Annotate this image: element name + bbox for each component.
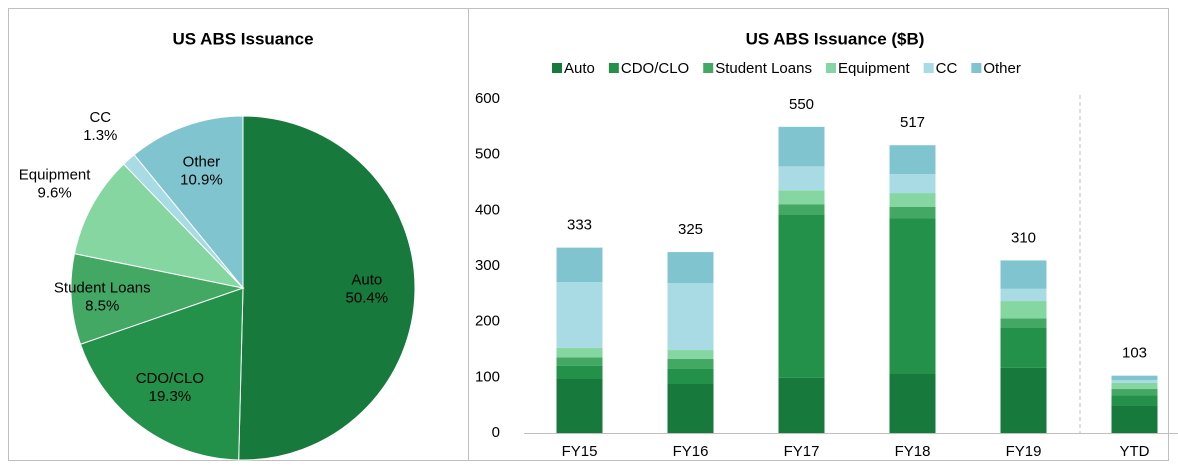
bar-segment — [556, 247, 603, 283]
legend-label: Auto — [564, 60, 595, 77]
y-tick-label: 100 — [475, 368, 500, 385]
bar-segment — [889, 193, 936, 207]
bar-segment — [778, 377, 825, 433]
pie-slice — [73, 163, 245, 289]
x-tick-label: FY17 — [784, 443, 820, 460]
pie-slice — [79, 287, 244, 461]
slice-value: 1.3% — [83, 127, 117, 144]
y-tick-label: 0 — [492, 424, 500, 441]
bar-segment — [778, 214, 825, 378]
bar-segment — [667, 384, 714, 433]
bar-segment — [667, 283, 714, 351]
bar-segment — [1111, 375, 1158, 381]
y-tick-label: 200 — [475, 313, 500, 330]
slice-label: CC — [89, 109, 111, 126]
bar-segment — [667, 358, 714, 369]
bar-segment — [1000, 288, 1047, 302]
slice-label: Equipment — [19, 166, 92, 183]
x-tick-label: FY18 — [895, 443, 931, 460]
legend-swatch — [552, 63, 562, 73]
frame — [8, 8, 1169, 461]
legend-swatch — [923, 63, 934, 73]
total-label: 325 — [678, 221, 703, 238]
bar-segment — [1111, 382, 1158, 390]
bar-segment — [667, 350, 714, 359]
bar-segment — [1111, 380, 1158, 383]
x-tick-label: YTD — [1120, 443, 1150, 460]
bar-segment — [1111, 405, 1158, 433]
legend-swatch — [971, 63, 982, 73]
bar-segment — [556, 365, 603, 380]
slice-value: 10.9% — [180, 171, 223, 188]
legend-label: Equipment — [838, 60, 911, 77]
total-label: 550 — [789, 96, 814, 113]
slice-label: Other — [183, 153, 221, 170]
bar-segment — [889, 218, 936, 374]
slice-value: 50.4% — [346, 290, 389, 307]
bar-segment — [778, 126, 825, 167]
bar-segment — [667, 368, 714, 385]
bar-segment — [556, 347, 603, 358]
bar-segment — [556, 379, 603, 433]
slice-label: Auto — [351, 272, 382, 289]
bar-segment — [1000, 318, 1047, 328]
slice-label: CDO/CLO — [136, 370, 204, 387]
bar-segment — [889, 206, 936, 219]
legend-swatch — [608, 63, 619, 73]
legend-label: Other — [983, 60, 1021, 77]
bar-segment — [1000, 367, 1047, 433]
y-tick-label: 600 — [475, 90, 500, 107]
bar-title: US ABS Issuance ($B) — [746, 29, 925, 48]
y-tick-label: 500 — [475, 146, 500, 163]
slice-label: Student Loans — [54, 279, 151, 296]
bar-segment — [1111, 395, 1158, 406]
legend-label: Student Loans — [715, 60, 812, 77]
bar-segment — [889, 145, 936, 175]
pie-slice — [70, 253, 245, 345]
total-label: 517 — [900, 114, 925, 131]
bar-segment — [667, 252, 714, 284]
y-tick-label: 300 — [475, 257, 500, 274]
legend-swatch — [825, 63, 836, 73]
x-tick-label: FY16 — [673, 443, 709, 460]
slice-value: 8.5% — [85, 297, 119, 314]
bar-segment — [556, 357, 603, 366]
pie-title: US ABS Issuance — [172, 29, 313, 48]
pie-slice — [133, 115, 244, 290]
bar-segment — [889, 174, 936, 194]
x-tick-label: FY19 — [1006, 443, 1042, 460]
bar-segment — [1000, 260, 1047, 289]
bar-segment — [556, 282, 603, 348]
slice-value: 19.3% — [149, 388, 192, 405]
bar-segment — [778, 190, 825, 205]
x-tick-label: FY15 — [562, 443, 598, 460]
total-label: 310 — [1011, 229, 1036, 246]
legend-swatch — [703, 63, 714, 73]
total-label: 333 — [567, 217, 592, 234]
bar-segment — [1000, 301, 1047, 319]
bar-segment — [778, 204, 825, 215]
legend-label: CC — [936, 60, 958, 77]
pie-slice — [238, 115, 416, 461]
slice-value: 9.6% — [37, 184, 71, 201]
bar-segment — [1111, 389, 1158, 396]
bar-segment — [778, 166, 825, 191]
y-tick-label: 400 — [475, 201, 500, 218]
bar-segment — [1000, 327, 1047, 368]
legend-label: CDO/CLO — [621, 60, 689, 77]
bar-segment — [889, 373, 936, 433]
total-label: 103 — [1122, 345, 1147, 362]
